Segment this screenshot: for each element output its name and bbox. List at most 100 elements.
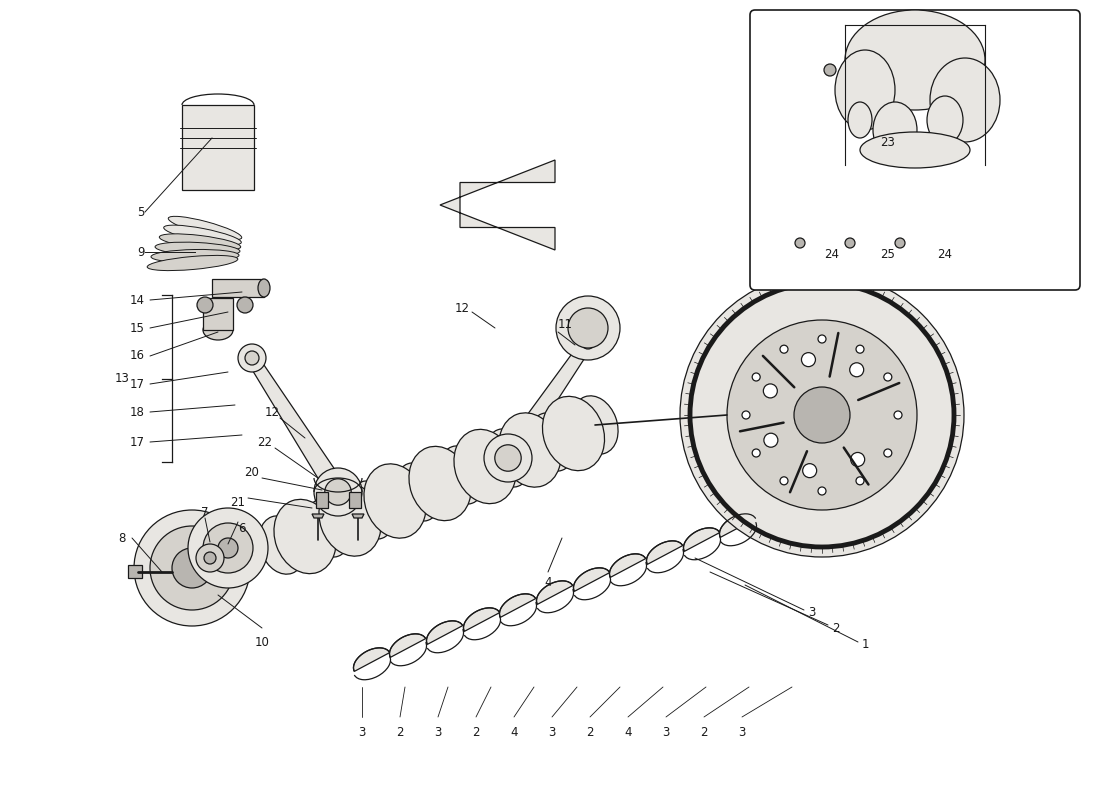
Polygon shape xyxy=(537,581,573,604)
Circle shape xyxy=(150,526,234,610)
Ellipse shape xyxy=(168,216,242,240)
Text: 12: 12 xyxy=(264,406,279,418)
Text: 3: 3 xyxy=(548,726,556,738)
Circle shape xyxy=(204,552,216,564)
Text: 6: 6 xyxy=(239,522,245,534)
Polygon shape xyxy=(182,105,254,190)
Polygon shape xyxy=(573,568,609,591)
Polygon shape xyxy=(463,608,499,631)
Circle shape xyxy=(763,434,778,447)
Text: 11: 11 xyxy=(558,318,572,331)
Text: 12: 12 xyxy=(454,302,470,314)
Text: 3: 3 xyxy=(662,726,670,738)
Ellipse shape xyxy=(485,429,531,487)
Text: 24: 24 xyxy=(937,249,953,262)
Ellipse shape xyxy=(155,242,240,256)
Circle shape xyxy=(574,328,602,356)
Ellipse shape xyxy=(499,413,561,487)
Polygon shape xyxy=(427,621,463,644)
Circle shape xyxy=(752,373,760,381)
Text: 2: 2 xyxy=(472,726,480,738)
Ellipse shape xyxy=(845,10,984,110)
Text: 2: 2 xyxy=(396,726,404,738)
Text: 3: 3 xyxy=(434,726,442,738)
Circle shape xyxy=(727,320,917,510)
Text: 16: 16 xyxy=(130,350,145,362)
Text: 24: 24 xyxy=(825,249,839,262)
Ellipse shape xyxy=(873,102,917,158)
Circle shape xyxy=(802,353,815,366)
Circle shape xyxy=(196,544,224,572)
Ellipse shape xyxy=(930,58,1000,142)
Circle shape xyxy=(134,510,250,626)
Polygon shape xyxy=(352,514,364,518)
Text: 21: 21 xyxy=(231,495,245,509)
Circle shape xyxy=(204,523,253,573)
Ellipse shape xyxy=(147,255,238,270)
Ellipse shape xyxy=(364,464,426,538)
Polygon shape xyxy=(316,492,328,508)
Polygon shape xyxy=(212,279,264,297)
Ellipse shape xyxy=(164,225,241,245)
Circle shape xyxy=(849,362,864,377)
Text: 23: 23 xyxy=(881,135,895,149)
Text: 14: 14 xyxy=(130,294,145,306)
Circle shape xyxy=(883,449,892,457)
Circle shape xyxy=(895,238,905,248)
Ellipse shape xyxy=(835,50,895,130)
Polygon shape xyxy=(499,338,593,464)
Text: 17: 17 xyxy=(130,378,145,390)
Polygon shape xyxy=(499,594,536,618)
Text: 15: 15 xyxy=(130,322,145,334)
Circle shape xyxy=(484,434,532,482)
Ellipse shape xyxy=(258,516,305,574)
Circle shape xyxy=(795,238,805,248)
Polygon shape xyxy=(353,648,389,671)
Circle shape xyxy=(238,344,266,372)
Text: 17: 17 xyxy=(130,435,145,449)
Text: 3: 3 xyxy=(359,726,365,738)
Text: 4: 4 xyxy=(625,726,631,738)
Circle shape xyxy=(324,478,351,506)
Text: 3: 3 xyxy=(738,726,746,738)
Text: 13: 13 xyxy=(114,372,130,385)
Circle shape xyxy=(845,238,855,248)
Text: 4: 4 xyxy=(510,726,518,738)
Ellipse shape xyxy=(409,446,471,521)
Ellipse shape xyxy=(439,446,485,504)
Circle shape xyxy=(780,477,788,485)
Text: 20: 20 xyxy=(244,466,260,478)
Circle shape xyxy=(568,308,608,348)
Text: 10: 10 xyxy=(254,635,270,649)
Circle shape xyxy=(172,548,212,588)
Circle shape xyxy=(742,411,750,419)
Polygon shape xyxy=(312,514,324,518)
Text: 2: 2 xyxy=(832,622,839,634)
Circle shape xyxy=(824,64,836,76)
Polygon shape xyxy=(349,492,361,508)
Ellipse shape xyxy=(572,396,618,454)
Circle shape xyxy=(794,387,850,443)
Ellipse shape xyxy=(542,396,605,470)
Circle shape xyxy=(818,335,826,343)
Polygon shape xyxy=(647,541,683,564)
Circle shape xyxy=(894,411,902,419)
Circle shape xyxy=(763,384,778,398)
Ellipse shape xyxy=(319,482,381,556)
Polygon shape xyxy=(204,298,233,330)
Ellipse shape xyxy=(258,279,270,297)
Text: 1: 1 xyxy=(862,638,869,651)
Ellipse shape xyxy=(927,96,962,144)
Circle shape xyxy=(197,297,213,313)
Ellipse shape xyxy=(349,481,395,539)
FancyBboxPatch shape xyxy=(750,10,1080,290)
Circle shape xyxy=(850,453,865,466)
Text: 2: 2 xyxy=(701,726,707,738)
Polygon shape xyxy=(128,565,142,578)
Text: 5: 5 xyxy=(138,206,145,218)
Text: 8: 8 xyxy=(119,531,125,545)
Circle shape xyxy=(680,273,964,557)
Ellipse shape xyxy=(395,463,441,521)
Circle shape xyxy=(818,487,826,495)
Polygon shape xyxy=(719,514,756,538)
